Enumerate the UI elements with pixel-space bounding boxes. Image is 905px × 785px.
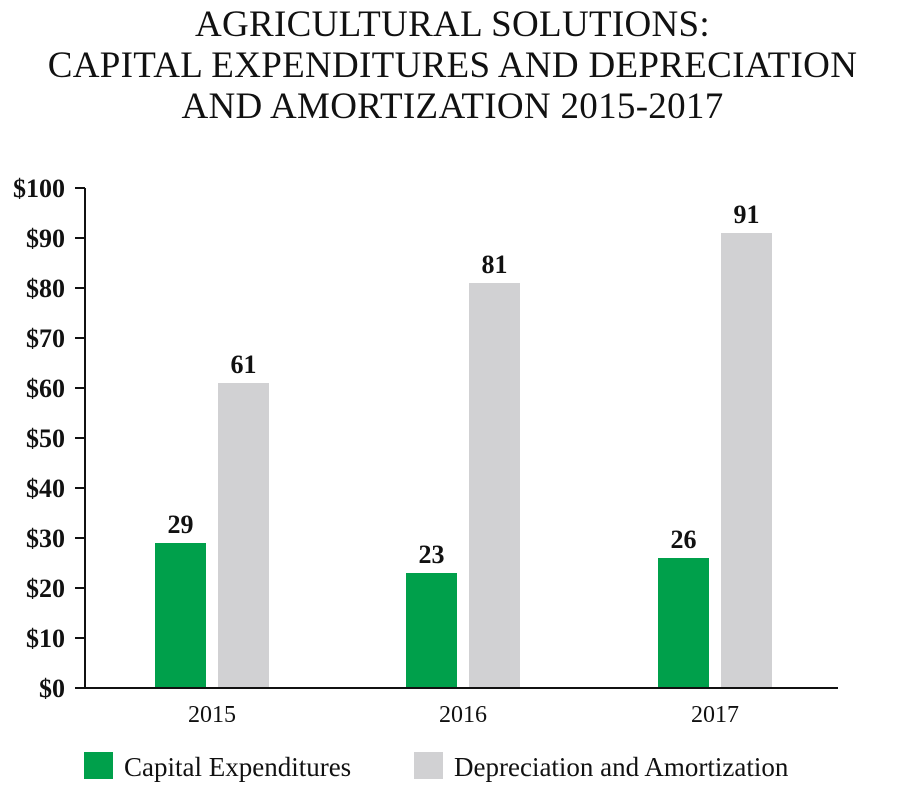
bar-capex-2015	[155, 543, 206, 688]
data-label: 61	[231, 350, 257, 379]
data-label: 81	[482, 250, 508, 279]
y-tick-label: $50	[26, 424, 65, 453]
y-tick-label: $60	[26, 374, 65, 403]
legend-label: Capital Expenditures	[124, 752, 351, 782]
data-label: 29	[168, 510, 194, 539]
x-axis-labels: 2015 2016 2017	[188, 702, 739, 728]
x-tick-label: 2015	[188, 702, 236, 728]
chart-title: AGRICULTURAL SOLUTIONS: CAPITAL EXPENDIT…	[0, 4, 905, 127]
data-label: 26	[671, 525, 697, 554]
legend-swatch	[414, 752, 443, 779]
y-tick-label: $80	[26, 274, 65, 303]
chart-title-line-3: AND AMORTIZATION 2015-2017	[181, 86, 724, 127]
y-tick-label: $10	[26, 624, 65, 653]
y-tick-label: $0	[39, 674, 65, 703]
y-tick-label: $70	[26, 324, 65, 353]
data-labels: 29 61 23 81 26 91	[168, 200, 760, 569]
x-tick-label: 2016	[439, 702, 487, 728]
bar-depreciation-2015	[218, 383, 269, 688]
y-tick-label: $40	[26, 474, 65, 503]
bar-capex-2016	[406, 573, 457, 688]
y-tick-label: $20	[26, 574, 65, 603]
data-label: 23	[419, 540, 445, 569]
legend-swatch	[84, 752, 113, 779]
bar-capex-2017	[658, 558, 709, 688]
y-axis-ticks: $0 $10 $20 $30 $40 $50 $60 $70 $80 $90 $100	[13, 174, 85, 703]
bars	[155, 233, 772, 688]
legend: Capital Expenditures Depreciation and Amo…	[84, 752, 789, 782]
bar-depreciation-2017	[721, 233, 772, 688]
y-tick-label: $30	[26, 524, 65, 553]
x-tick-label: 2017	[691, 702, 739, 728]
y-tick-label: $100	[13, 174, 65, 203]
chart-title-line-2: CAPITAL EXPENDITURES AND DEPRECIATION	[47, 45, 858, 86]
bar-depreciation-2016	[469, 283, 520, 688]
y-tick-label: $90	[26, 224, 65, 253]
data-label: 91	[734, 200, 760, 229]
legend-label: Depreciation and Amortization	[454, 752, 789, 782]
chart-title-line-1: AGRICULTURAL SOLUTIONS:	[195, 4, 710, 45]
